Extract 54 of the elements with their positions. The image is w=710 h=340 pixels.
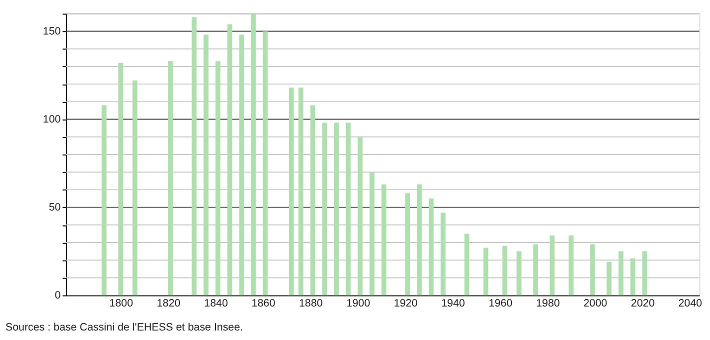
bar — [618, 251, 624, 296]
bar — [550, 235, 555, 296]
bar — [310, 105, 316, 296]
bar — [502, 246, 508, 296]
bar — [204, 34, 208, 296]
bar — [132, 80, 138, 296]
x-tick-label: 1800 — [109, 297, 134, 310]
bar — [483, 248, 488, 296]
x-tick-label: 1840 — [204, 297, 228, 310]
bar — [568, 235, 574, 296]
bar — [288, 88, 294, 296]
bar — [405, 193, 410, 296]
x-tick-label: 1900 — [346, 297, 370, 310]
bar — [630, 258, 636, 296]
bar — [334, 122, 339, 296]
bar — [215, 61, 220, 296]
bar — [168, 61, 173, 296]
bar — [370, 172, 374, 296]
bar — [440, 212, 446, 296]
x-tick-label: 2020 — [630, 297, 655, 310]
bar — [346, 122, 351, 296]
x-tick-label: 2040 — [678, 297, 702, 310]
bar — [298, 88, 304, 296]
bar — [358, 136, 363, 296]
bar — [118, 62, 124, 296]
bar — [239, 34, 244, 296]
y-tick-label: 50 — [48, 202, 61, 214]
x-tick-label: 2000 — [583, 297, 608, 310]
bar — [381, 184, 386, 296]
x-tick-label: 1980 — [536, 297, 560, 310]
bar — [428, 198, 434, 296]
bar — [417, 184, 422, 296]
x-tick-label: 1860 — [252, 297, 276, 310]
bar — [262, 31, 268, 296]
bar — [251, 14, 256, 296]
bar — [516, 251, 522, 296]
bar — [192, 17, 197, 296]
x-tick-label: 1920 — [394, 297, 418, 310]
bar — [227, 24, 232, 296]
bar — [102, 105, 107, 296]
source-note: Sources : base Cassini de l'EHESS et base Insee. — [5, 321, 244, 334]
x-tick-label: 1820 — [156, 297, 181, 310]
y-tick-label: 100 — [42, 114, 61, 126]
x-tick-label: 1880 — [298, 297, 323, 310]
bar — [464, 234, 470, 296]
bar — [590, 244, 595, 296]
bar — [533, 244, 538, 296]
y-tick-label: 150 — [42, 26, 61, 38]
bar — [606, 262, 612, 296]
bar — [322, 122, 328, 296]
x-tick-label: 1960 — [488, 297, 512, 310]
y-tick-label: 0 — [54, 290, 61, 302]
x-tick-label: 1940 — [441, 297, 466, 310]
bar — [642, 251, 648, 296]
